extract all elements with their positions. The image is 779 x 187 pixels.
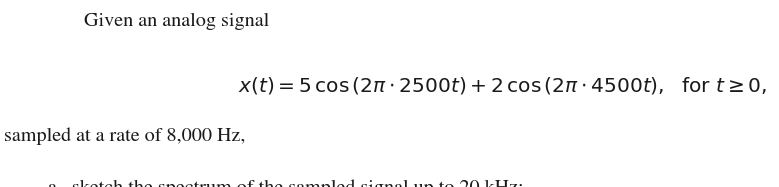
Text: a.  sketch the spectrum of the sampled signal up to 20 kHz;: a. sketch the spectrum of the sampled si… (48, 180, 524, 187)
Text: Given an analog signal: Given an analog signal (84, 13, 270, 30)
Text: $x(t) = 5\,\mathrm{cos}\,(2\pi \cdot 2500t) + 2\,\mathrm{cos}\,(2\pi \cdot 4500t: $x(t) = 5\,\mathrm{cos}\,(2\pi \cdot 250… (238, 75, 767, 96)
Text: sampled at a rate of 8,000 Hz,: sampled at a rate of 8,000 Hz, (4, 127, 245, 145)
